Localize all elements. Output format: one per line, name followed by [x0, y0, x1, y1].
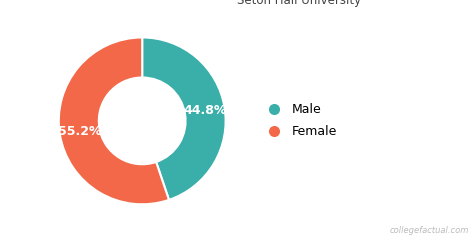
- Wedge shape: [59, 37, 169, 204]
- Legend: Male, Female: Male, Female: [257, 99, 342, 143]
- Wedge shape: [142, 37, 226, 200]
- Text: 44.8%: 44.8%: [183, 104, 227, 117]
- Text: Male/Female Breakdown of Faculty at
Seton Hall University: Male/Female Breakdown of Faculty at Seto…: [141, 0, 361, 7]
- Text: 55.2%: 55.2%: [58, 125, 101, 138]
- Text: collegefactual.com: collegefactual.com: [390, 226, 469, 235]
